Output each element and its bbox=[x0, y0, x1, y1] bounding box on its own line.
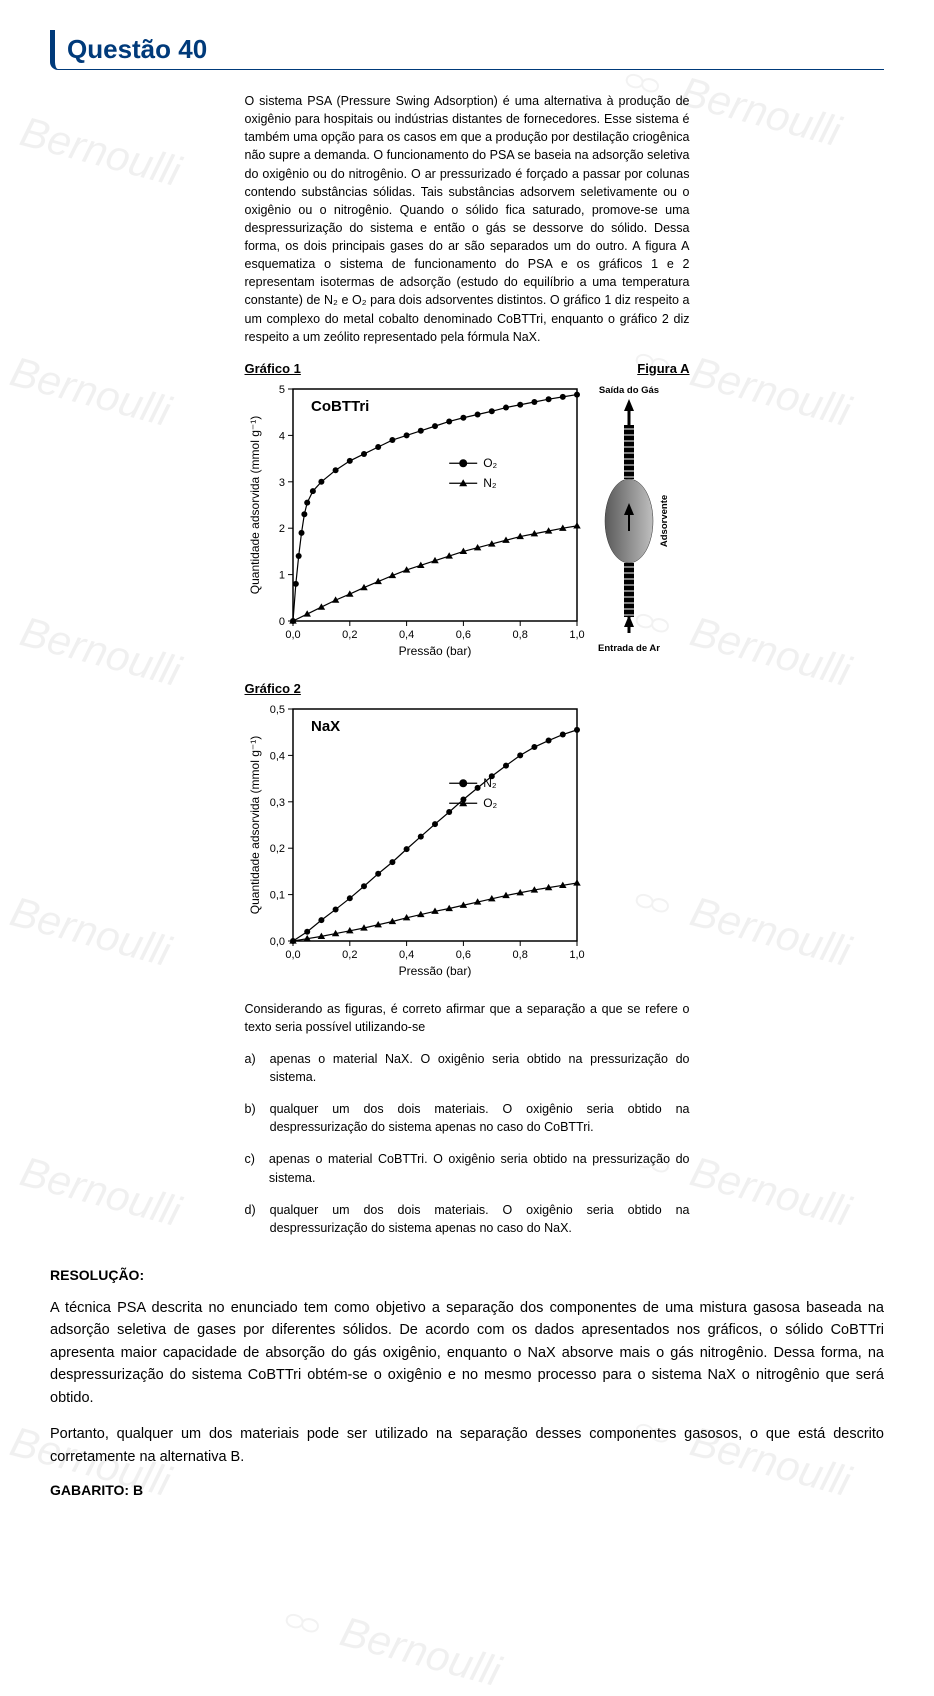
svg-text:0,4: 0,4 bbox=[269, 750, 284, 762]
option-letter: b) bbox=[245, 1100, 256, 1136]
option-letter: a) bbox=[245, 1050, 256, 1086]
svg-text:Entrada de Ar: Entrada de Ar bbox=[598, 643, 660, 654]
svg-text:Saída do Gás: Saída do Gás bbox=[598, 385, 658, 396]
question-title: Questão 40 bbox=[67, 34, 884, 65]
svg-text:1,0: 1,0 bbox=[569, 629, 584, 641]
figure-a-title: Figura A bbox=[595, 360, 690, 379]
option-text: apenas o material CoBTTri. O oxigênio se… bbox=[269, 1150, 690, 1186]
figure-a-container: Figura A Saída do Gás Entrada de Ar Adsorv… bbox=[595, 360, 690, 666]
option-d: d) qualquer um dos dois materiais. O oxig… bbox=[245, 1201, 690, 1237]
option-b: b) qualquer um dos dois materiais. O oxig… bbox=[245, 1100, 690, 1136]
option-text: apenas o material NaX. O oxigênio seria … bbox=[270, 1050, 690, 1086]
svg-text:Adsorvente: Adsorvente bbox=[659, 494, 670, 546]
chart-2: 0,0 0,2 0,4 0,6 0,8 1,0 0,0 0,1 0,2 0,3 0,4 0,5 Pres… bbox=[245, 701, 585, 981]
resolution-p2: Portanto, qualquer um dos materiais pode… bbox=[50, 1423, 884, 1468]
svg-text:Quantidade adsorvida (mmol g⁻¹: Quantidade adsorvida (mmol g⁻¹) bbox=[248, 415, 262, 593]
figure-a: Saída do Gás Entrada de Ar Adsorvente bbox=[595, 381, 690, 661]
svg-text:NaX: NaX bbox=[311, 718, 340, 735]
option-text: qualquer um dos dois materiais. O oxigên… bbox=[270, 1201, 690, 1237]
svg-text:0,0: 0,0 bbox=[285, 629, 300, 641]
resolution-p1: A técnica PSA descrita no enunciado tem … bbox=[50, 1297, 884, 1409]
svg-text:Pressão (bar): Pressão (bar) bbox=[398, 964, 471, 978]
chart-1-container: Gráfico 1 0,0 0,2 0,4 0,6 0,8 1,0 0 1 2 3 4 5 Pressã… bbox=[245, 360, 585, 666]
option-letter: c) bbox=[245, 1150, 255, 1186]
svg-text:0,6: 0,6 bbox=[455, 949, 470, 961]
resolution-section: RESOLUÇÃO: A técnica PSA descrita no enu… bbox=[50, 1267, 884, 1498]
svg-text:0,2: 0,2 bbox=[342, 949, 357, 961]
option-c: c) apenas o material CoBTTri. O oxigênio … bbox=[245, 1150, 690, 1186]
svg-text:N₂: N₂ bbox=[483, 776, 497, 790]
svg-text:1,0: 1,0 bbox=[569, 949, 584, 961]
chart-1: 0,0 0,2 0,4 0,6 0,8 1,0 0 1 2 3 4 5 Pressão (bar) Qua… bbox=[245, 381, 585, 661]
svg-text:0,2: 0,2 bbox=[269, 843, 284, 855]
option-letter: d) bbox=[245, 1201, 256, 1237]
svg-text:0: 0 bbox=[278, 616, 284, 628]
svg-text:0,5: 0,5 bbox=[269, 704, 284, 716]
resolution-heading: RESOLUÇÃO: bbox=[50, 1267, 884, 1283]
svg-text:0,4: 0,4 bbox=[398, 949, 413, 961]
svg-text:Pressão (bar): Pressão (bar) bbox=[398, 644, 471, 658]
svg-text:Quantidade adsorvida (mmol g⁻¹: Quantidade adsorvida (mmol g⁻¹) bbox=[248, 735, 262, 913]
svg-text:0,8: 0,8 bbox=[512, 949, 527, 961]
svg-text:O₂: O₂ bbox=[483, 456, 497, 470]
option-text: qualquer um dos dois materiais. O oxigên… bbox=[270, 1100, 690, 1136]
svg-text:CoBTTri: CoBTTri bbox=[311, 398, 369, 415]
svg-text:4: 4 bbox=[278, 430, 284, 442]
question-stem: Considerando as figuras, é correto afirm… bbox=[245, 1000, 690, 1036]
question-text: O sistema PSA (Pressure Swing Adsorption… bbox=[245, 92, 690, 346]
question-header: Questão 40 bbox=[50, 30, 884, 70]
figure-row-1: Gráfico 1 0,0 0,2 0,4 0,6 0,8 1,0 0 1 2 3 4 5 Pressã… bbox=[245, 360, 690, 666]
option-a: a) apenas o material NaX. O oxigênio seri… bbox=[245, 1050, 690, 1086]
svg-text:0,4: 0,4 bbox=[398, 629, 413, 641]
svg-text:O₂: O₂ bbox=[483, 796, 497, 810]
svg-text:0,0: 0,0 bbox=[269, 936, 284, 948]
svg-text:0,0: 0,0 bbox=[285, 949, 300, 961]
svg-text:0,1: 0,1 bbox=[269, 889, 284, 901]
svg-text:3: 3 bbox=[278, 476, 284, 488]
svg-text:0,2: 0,2 bbox=[342, 629, 357, 641]
svg-text:0,3: 0,3 bbox=[269, 796, 284, 808]
svg-text:1: 1 bbox=[278, 569, 284, 581]
chart-2-title: Gráfico 2 bbox=[245, 680, 690, 699]
question-column: O sistema PSA (Pressure Swing Adsorption… bbox=[245, 92, 690, 1237]
svg-text:0,8: 0,8 bbox=[512, 629, 527, 641]
chart-1-title: Gráfico 1 bbox=[245, 360, 585, 379]
svg-text:2: 2 bbox=[278, 523, 284, 535]
chart-2-container: Gráfico 2 0,0 0,2 0,4 0,6 0,8 1,0 0,0 0,1 0,2 0,3… bbox=[245, 680, 690, 986]
svg-text:N₂: N₂ bbox=[483, 476, 497, 490]
svg-text:5: 5 bbox=[278, 384, 284, 396]
options-list: a) apenas o material NaX. O oxigênio seri… bbox=[245, 1050, 690, 1237]
answer-key: GABARITO: B bbox=[50, 1482, 884, 1498]
svg-text:0,6: 0,6 bbox=[455, 629, 470, 641]
